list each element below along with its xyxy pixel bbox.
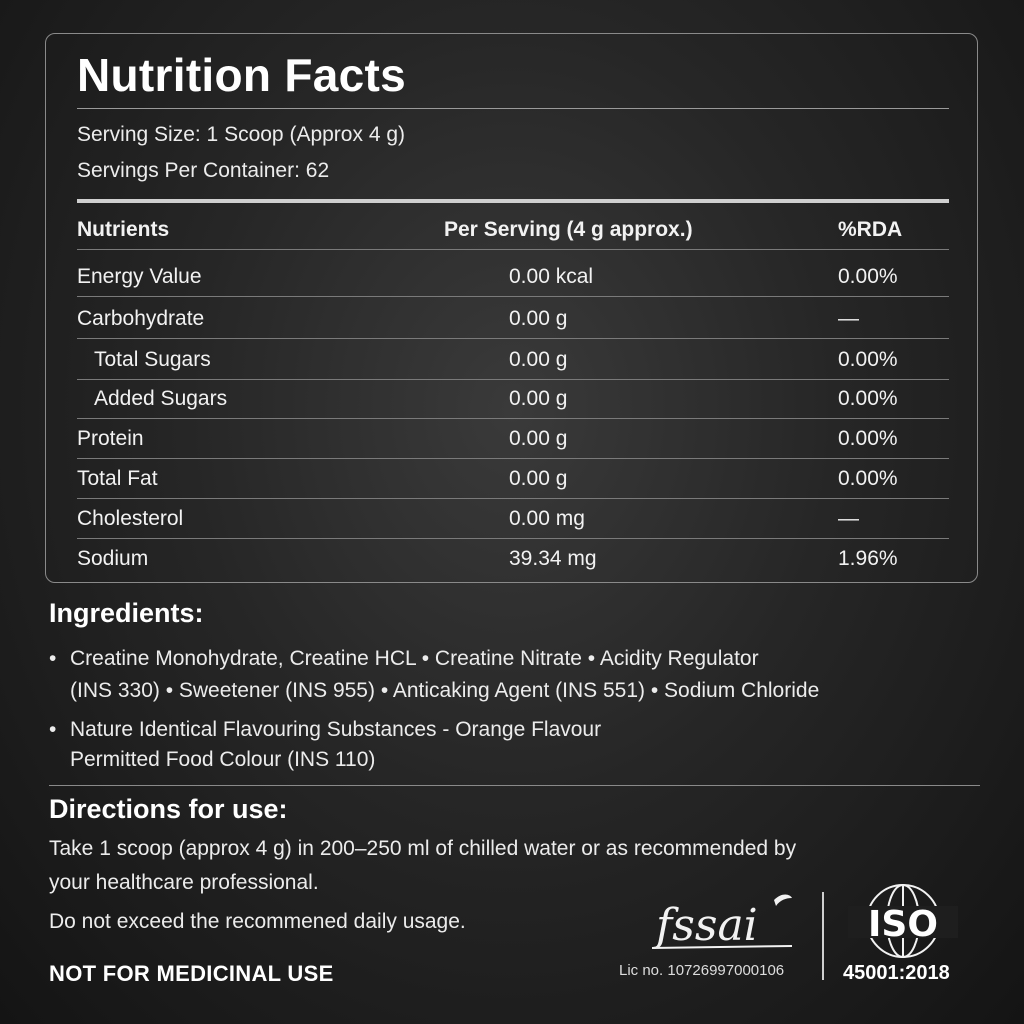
fssai-license-number: Lic no. 10726997000106	[619, 962, 785, 979]
nutrient-name: Total Fat	[77, 467, 158, 490]
nutrient-name: Carbohydrate	[77, 307, 205, 330]
nutrient-rda: —	[838, 507, 859, 530]
fssai-logo: fssai	[652, 894, 793, 951]
nutrient-per-serving: 0.00 g	[509, 307, 568, 330]
nutrient-rda: 0.00%	[838, 467, 898, 490]
nutrient-per-serving: 0.00 g	[509, 467, 568, 490]
row-divider	[77, 418, 949, 419]
serving-size: Serving Size: 1 Scoop (Approx 4 g)	[77, 123, 406, 146]
fssai-underline	[652, 945, 793, 949]
bullet-icon: •	[49, 647, 57, 670]
nutrient-per-serving: 0.00 mg	[509, 507, 585, 530]
nutrient-rda: 0.00%	[838, 348, 898, 371]
directions-title: Directions for use:	[49, 794, 288, 824]
nutrient-per-serving: 0.00 g	[509, 348, 568, 371]
directions-line-1: Take 1 scoop (approx 4 g) in 200–250 ml …	[49, 837, 797, 860]
nutrient-name: Added Sugars	[94, 387, 228, 410]
row-divider	[77, 538, 949, 539]
nutrient-name: Sodium	[77, 547, 149, 570]
table-row: Added Sugars 0.00 g 0.00%	[77, 379, 949, 419]
section-divider	[49, 785, 980, 786]
fssai-logo-text: fssai	[653, 900, 758, 951]
ingredients-item-2-line-2: Permitted Food Colour (INS 110)	[70, 748, 376, 771]
header-rda: %RDA	[838, 218, 903, 241]
title-divider	[77, 108, 949, 109]
table-row: Sodium 39.34 mg 1.96%	[77, 539, 949, 579]
nutrient-name: Total Sugars	[94, 348, 211, 371]
row-divider	[77, 498, 949, 499]
header-nutrients: Nutrients	[77, 218, 170, 241]
nutrient-per-serving: 0.00 g	[509, 387, 568, 410]
nutrition-facts-title: Nutrition Facts	[77, 49, 407, 101]
ingredients-item-1-line-1: Creatine Monohydrate, Creatine HCL • Cre…	[70, 647, 759, 670]
table-row: Total Fat 0.00 g 0.00%	[77, 459, 949, 499]
table-row: Cholesterol 0.00 mg —	[77, 499, 949, 539]
table-header: Nutrients Per Serving (4 g approx.) %RDA	[77, 210, 949, 250]
nutrient-per-serving: 39.34 mg	[509, 547, 597, 570]
header-per-serving: Per Serving (4 g approx.)	[444, 218, 693, 241]
logo-separator	[822, 892, 824, 980]
iso-logo-text: ISO	[868, 904, 938, 945]
row-divider	[77, 296, 949, 297]
table-row: Total Sugars 0.00 g 0.00%	[77, 340, 949, 380]
not-medicinal-notice: NOT FOR MEDICINAL USE	[49, 961, 334, 986]
nutrient-rda: 0.00%	[838, 265, 898, 288]
nutrition-facts-panel: Nutrition Facts Serving Size: 1 Scoop (A…	[45, 33, 978, 583]
nutrient-rda: 1.96%	[838, 547, 898, 570]
directions-line-2: your healthcare professional.	[49, 871, 319, 894]
nutrient-per-serving: 0.00 g	[509, 427, 568, 450]
row-divider	[77, 338, 949, 339]
table-row: Protein 0.00 g 0.00%	[77, 419, 949, 459]
nutrient-name: Protein	[77, 427, 144, 450]
nutrient-rda: —	[838, 307, 859, 330]
nutrient-name: Energy Value	[77, 265, 202, 288]
nutrient-per-serving: 0.00 kcal	[509, 265, 594, 288]
directions-line-3: Do not exceed the recommened daily usage…	[49, 910, 466, 933]
row-divider	[77, 458, 949, 459]
servings-per-container: Servings Per Container: 62	[77, 159, 330, 182]
table-row: Carbohydrate 0.00 g —	[77, 299, 949, 339]
bullet-icon: •	[49, 718, 57, 741]
leaf-icon	[774, 894, 792, 906]
ingredients-item-1-line-2: (INS 330) • Sweetener (INS 955) • Antica…	[70, 679, 820, 702]
table-row: Energy Value 0.00 kcal 0.00%	[77, 257, 949, 297]
row-divider	[77, 379, 949, 380]
nutrient-name: Cholesterol	[77, 507, 184, 530]
nutrient-rda: 0.00%	[838, 387, 898, 410]
ingredients-title: Ingredients:	[49, 598, 204, 628]
iso-logo: ISO	[848, 884, 958, 958]
thick-divider	[77, 199, 949, 203]
nutrient-rda: 0.00%	[838, 427, 898, 450]
iso-standard-number: 45001:2018	[843, 962, 950, 984]
row-divider	[77, 249, 949, 250]
ingredients-item-2-line-1: Nature Identical Flavouring Substances -…	[70, 718, 602, 741]
